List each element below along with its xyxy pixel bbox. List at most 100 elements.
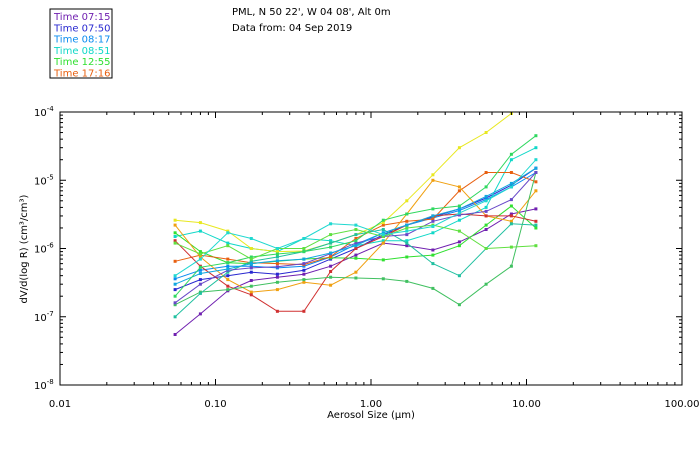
data-point xyxy=(431,207,435,211)
data-point xyxy=(484,223,488,227)
data-point xyxy=(534,189,538,193)
data-point xyxy=(249,270,253,274)
data-point xyxy=(226,241,230,245)
data-point xyxy=(302,272,306,276)
data-point xyxy=(249,255,253,259)
data-point xyxy=(226,264,230,268)
data-point xyxy=(534,244,538,248)
data-point xyxy=(509,171,513,174)
legend-entry: Time 17:16 xyxy=(53,69,110,80)
data-point xyxy=(198,291,202,295)
data-point xyxy=(457,204,461,208)
data-point xyxy=(431,262,435,266)
data-point xyxy=(457,274,461,278)
data-point xyxy=(354,239,358,243)
data-point xyxy=(302,268,306,272)
data-point xyxy=(381,223,385,227)
data-point xyxy=(484,209,488,213)
data-point xyxy=(302,280,306,284)
data-point xyxy=(457,211,461,215)
data-point xyxy=(354,253,358,257)
data-point xyxy=(381,233,385,237)
data-point xyxy=(431,173,435,177)
data-point xyxy=(457,218,461,222)
data-point xyxy=(302,309,306,313)
data-point xyxy=(534,166,538,170)
data-point xyxy=(329,275,333,279)
data-point xyxy=(329,283,333,287)
data-point xyxy=(226,278,230,282)
data-point xyxy=(226,257,230,261)
data-point xyxy=(275,252,279,256)
x-tick-label: 0.01 xyxy=(49,399,71,410)
legend-entry: Time 07:50 xyxy=(53,23,110,34)
data-point xyxy=(484,282,488,286)
legend-entry: Time 08:17 xyxy=(53,35,110,46)
data-point xyxy=(173,235,177,238)
data-point xyxy=(484,171,488,174)
data-point xyxy=(534,207,538,211)
data-point xyxy=(173,231,177,235)
data-point xyxy=(405,219,409,223)
data-point xyxy=(302,278,306,282)
data-point xyxy=(275,250,279,254)
data-point xyxy=(354,244,358,248)
data-point xyxy=(173,301,177,305)
data-point xyxy=(249,257,253,261)
data-point xyxy=(275,255,279,259)
data-point xyxy=(484,228,488,231)
data-point xyxy=(405,212,409,216)
data-point xyxy=(457,189,461,193)
data-point xyxy=(509,245,513,249)
data-point xyxy=(302,250,306,254)
data-point xyxy=(329,270,333,273)
x-axis-label: Aerosol Size (μm) xyxy=(327,410,415,421)
data-point xyxy=(354,270,358,274)
data-point xyxy=(431,178,435,182)
data-point xyxy=(431,253,435,257)
data-point xyxy=(198,257,202,261)
data-point xyxy=(381,221,385,225)
data-point xyxy=(431,225,435,228)
data-point xyxy=(457,209,461,212)
data-point xyxy=(198,250,202,254)
data-point xyxy=(173,218,177,222)
data-point xyxy=(329,264,333,268)
data-point xyxy=(275,262,279,266)
data-point xyxy=(431,219,435,223)
data-point xyxy=(275,288,279,292)
data-point xyxy=(275,309,279,313)
data-point xyxy=(226,229,230,233)
data-point xyxy=(198,282,202,286)
data-point xyxy=(198,221,202,225)
data-point xyxy=(354,276,358,280)
data-point xyxy=(509,222,513,226)
data-point xyxy=(226,261,230,265)
data-point xyxy=(457,207,461,211)
data-point xyxy=(226,288,230,292)
data-point xyxy=(381,218,385,222)
data-point xyxy=(484,131,488,134)
data-point xyxy=(457,244,461,248)
data-point xyxy=(226,274,230,278)
x-tick-label: 0.10 xyxy=(204,399,226,410)
data-point xyxy=(329,251,333,255)
data-point xyxy=(173,288,177,292)
data-point xyxy=(173,274,177,278)
data-point xyxy=(509,185,513,189)
data-point xyxy=(329,233,333,237)
data-point xyxy=(226,267,230,271)
legend-box xyxy=(49,8,113,79)
data-point xyxy=(249,237,253,240)
x-tick-label: 100.00 xyxy=(665,399,700,410)
data-point xyxy=(484,196,488,200)
data-point xyxy=(381,231,385,235)
data-point xyxy=(226,284,230,288)
data-point xyxy=(354,247,358,250)
data-point xyxy=(173,259,177,263)
data-point xyxy=(509,198,513,202)
data-point xyxy=(302,237,306,240)
data-point xyxy=(329,239,333,243)
data-point xyxy=(484,194,488,198)
